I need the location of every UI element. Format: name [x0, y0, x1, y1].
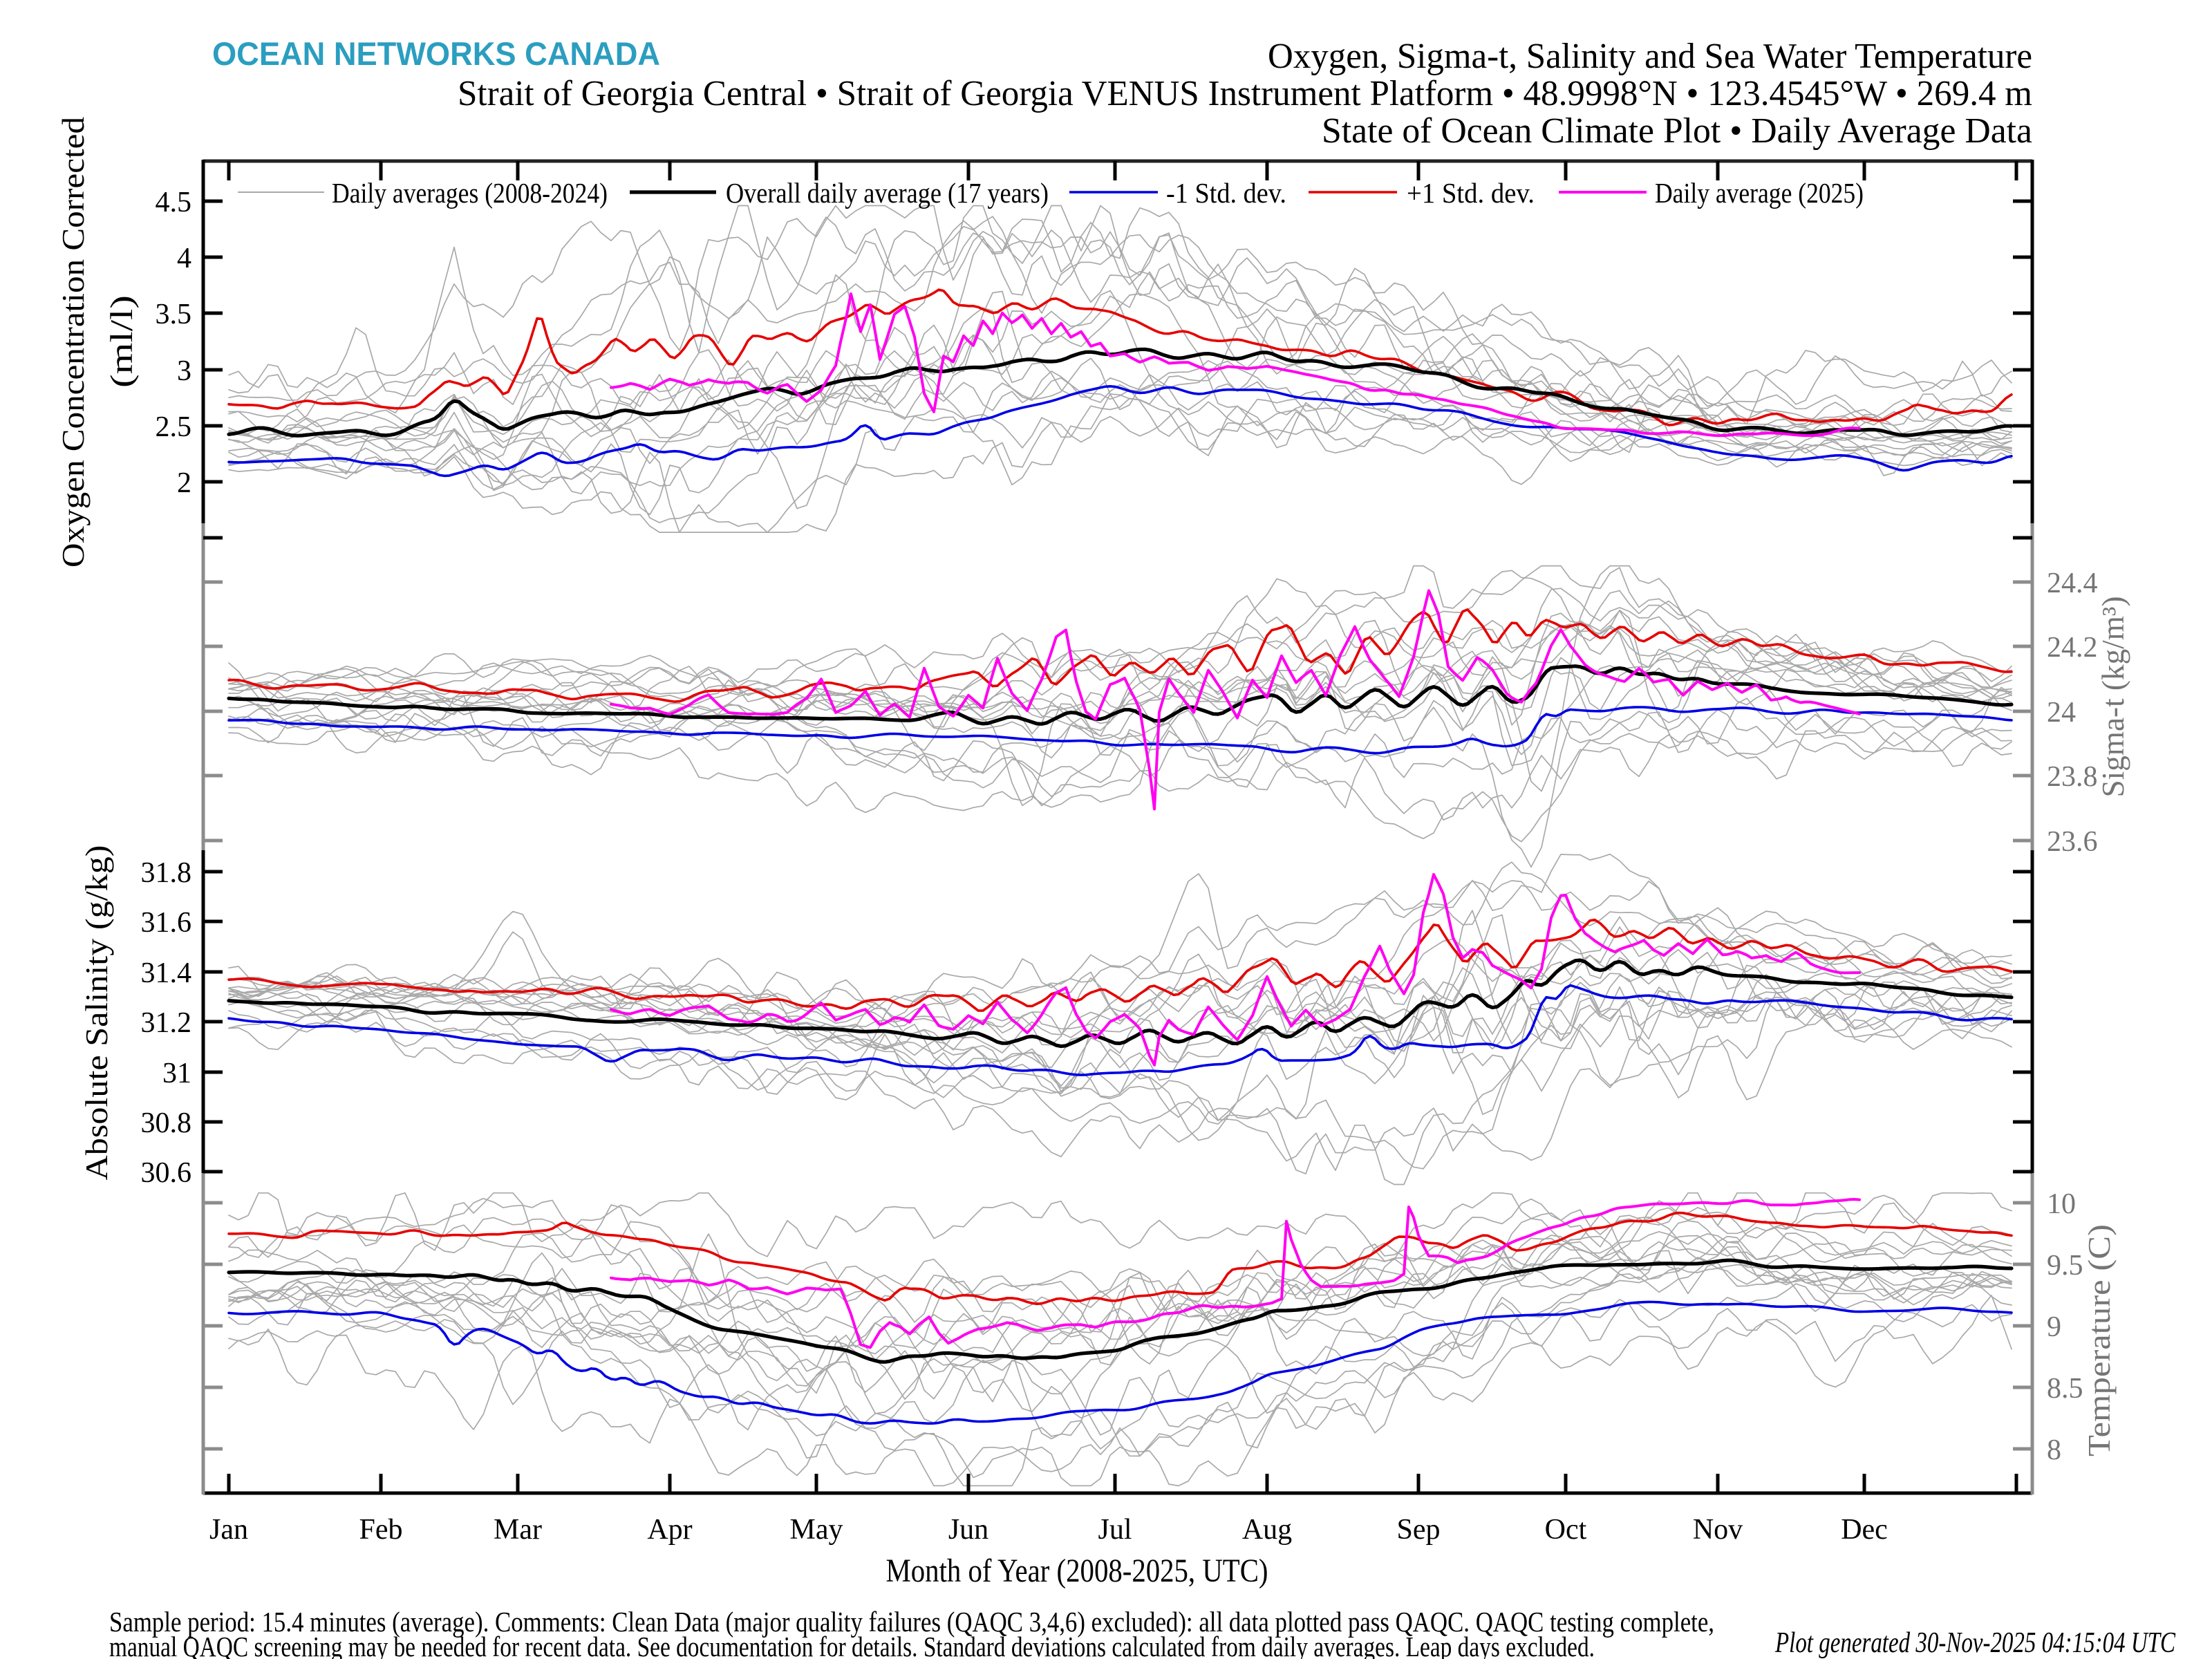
- svg-text:(ml/l): (ml/l): [104, 295, 139, 388]
- svg-text:Jun: Jun: [948, 1514, 988, 1546]
- svg-text:+1 Std. dev.: +1 Std. dev.: [1407, 177, 1535, 209]
- svg-text:24: 24: [2047, 697, 2076, 729]
- svg-text:2: 2: [177, 467, 191, 499]
- svg-text:Aug: Aug: [1242, 1514, 1292, 1546]
- svg-text:3: 3: [177, 355, 191, 387]
- svg-text:30.6: 30.6: [141, 1157, 192, 1189]
- svg-text:Oct: Oct: [1545, 1514, 1587, 1546]
- svg-text:8: 8: [2047, 1434, 2061, 1466]
- svg-text:3.5: 3.5: [156, 299, 192, 330]
- svg-text:Oxygen, Sigma-t, Salinity and: Oxygen, Sigma-t, Salinity and Sea Water …: [1268, 37, 2032, 76]
- svg-text:May: May: [790, 1514, 843, 1546]
- svg-text:31: 31: [162, 1058, 191, 1089]
- svg-text:Strait of Georgia Central • St: Strait of Georgia Central • Strait of Ge…: [458, 74, 2032, 113]
- svg-text:9.5: 9.5: [2047, 1250, 2083, 1282]
- svg-text:30.8: 30.8: [141, 1107, 192, 1139]
- svg-text:23.6: 23.6: [2047, 826, 2098, 858]
- svg-text:31.6: 31.6: [141, 907, 192, 939]
- svg-text:4: 4: [177, 243, 191, 274]
- svg-text:31.2: 31.2: [141, 1007, 192, 1039]
- svg-text:Dec: Dec: [1841, 1514, 1888, 1546]
- svg-text:10: 10: [2047, 1188, 2076, 1220]
- svg-text:Oxygen Concentration Corrected: Oxygen Concentration Corrected: [55, 117, 91, 568]
- svg-text:Absolute Salinity (g/kg): Absolute Salinity (g/kg): [79, 845, 114, 1181]
- svg-text:OCEAN NETWORKS CANADA: OCEAN NETWORKS CANADA: [212, 35, 660, 72]
- svg-text:-1 Std. dev.: -1 Std. dev.: [1166, 177, 1286, 209]
- svg-text:Jan: Jan: [209, 1514, 248, 1546]
- svg-text:Apr: Apr: [647, 1514, 692, 1546]
- svg-text:State of Ocean Climate Plot •: State of Ocean Climate Plot • Daily Aver…: [1322, 111, 2032, 151]
- svg-text:Overall daily average (17 year: Overall daily average (17 years): [726, 177, 1049, 209]
- svg-text:24.2: 24.2: [2047, 632, 2098, 664]
- svg-text:Sample period: 15.4 minutes (a: Sample period: 15.4 minutes (average). C…: [109, 1606, 1714, 1638]
- svg-text:Daily average (2025): Daily average (2025): [1655, 177, 1864, 209]
- svg-text:Daily averages (2008-2024): Daily averages (2008-2024): [332, 177, 608, 209]
- svg-text:8.5: 8.5: [2047, 1373, 2083, 1405]
- svg-text:Plot generated 30-Nov-2025 04:: Plot generated 30-Nov-2025 04:15:04 UTC: [1774, 1627, 2176, 1659]
- svg-text:Mar: Mar: [494, 1514, 542, 1546]
- svg-text:Feb: Feb: [359, 1514, 403, 1546]
- svg-text:31.8: 31.8: [141, 857, 192, 889]
- svg-text:9: 9: [2047, 1311, 2061, 1343]
- svg-text:Month of Year (2008-2025, UTC): Month of Year (2008-2025, UTC): [886, 1553, 1268, 1589]
- svg-text:Nov: Nov: [1693, 1514, 1743, 1546]
- svg-text:Sep: Sep: [1397, 1514, 1441, 1546]
- svg-text:Sigma-t (kg/m³): Sigma-t (kg/m³): [2095, 597, 2130, 798]
- svg-text:Temperature (C): Temperature (C): [2081, 1224, 2117, 1456]
- svg-text:Jul: Jul: [1098, 1514, 1132, 1546]
- svg-text:manual QAQC screening may be n: manual QAQC screening may be needed for …: [109, 1631, 1595, 1659]
- svg-text:2.5: 2.5: [156, 411, 192, 443]
- svg-text:4.5: 4.5: [156, 187, 192, 218]
- svg-text:24.4: 24.4: [2047, 568, 2098, 599]
- svg-text:23.8: 23.8: [2047, 761, 2098, 793]
- svg-text:31.4: 31.4: [141, 957, 192, 989]
